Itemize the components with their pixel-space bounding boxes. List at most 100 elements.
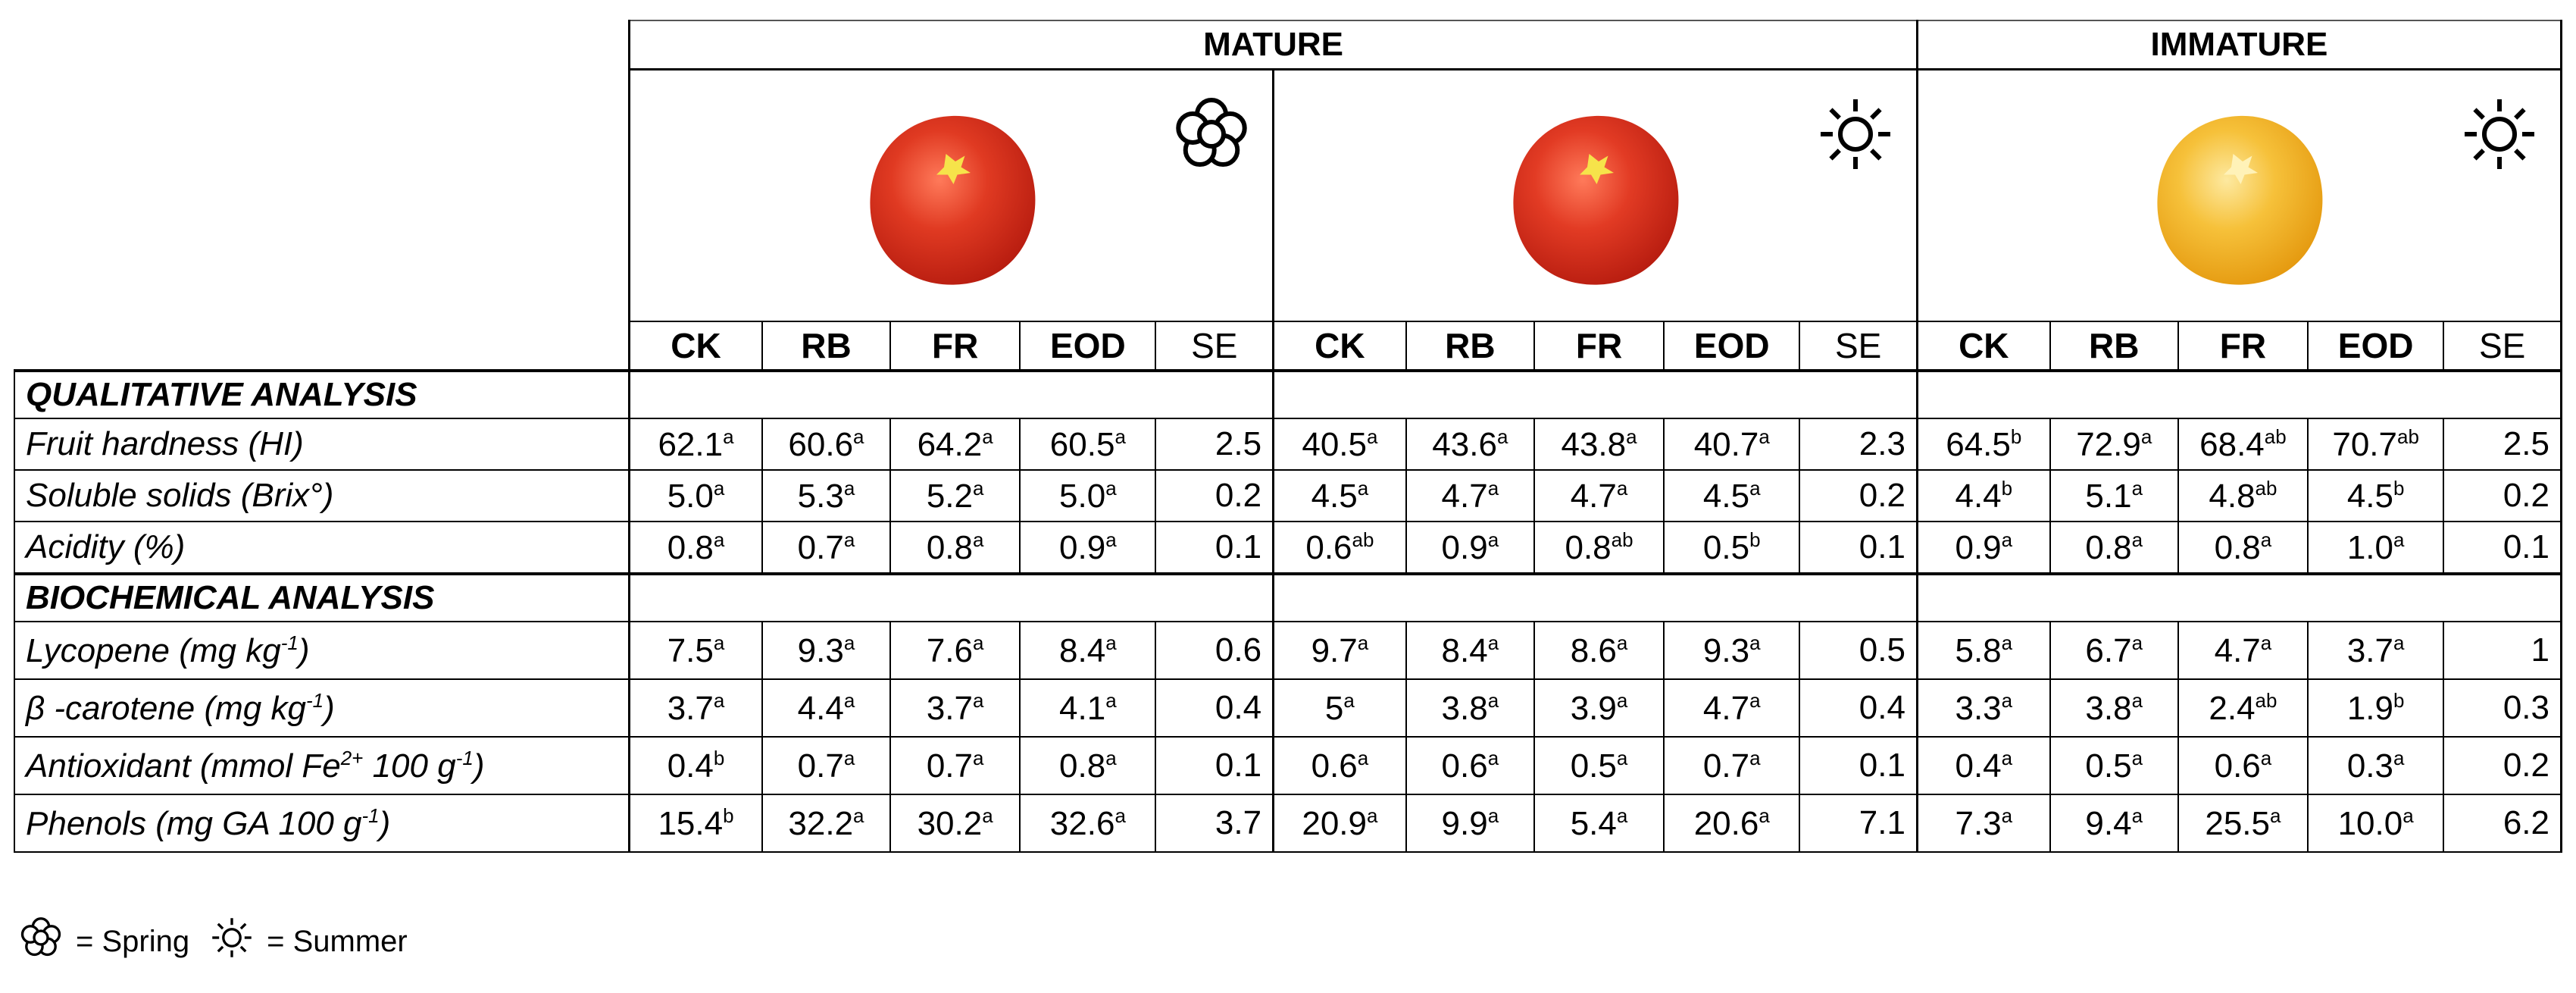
group-image-cell bbox=[1272, 69, 1918, 321]
se-value: 0.4 bbox=[1155, 678, 1275, 738]
value-cell: 64.2a bbox=[889, 418, 1021, 471]
value-cell: 7.3a bbox=[1915, 794, 2051, 853]
value-cell: 3.7a bbox=[628, 678, 763, 738]
significance-letter: ab bbox=[2255, 476, 2277, 500]
table-row: Soluble solids (Brix°) 5.0a 5.3a 5.2a 5.0a 0.… bbox=[14, 469, 2563, 522]
value-cell: 5.2a bbox=[889, 469, 1021, 522]
row-label: Antioxidant (mmol Fe2+ 100 g-1) bbox=[14, 736, 630, 795]
image-row bbox=[14, 69, 2563, 322]
value-cell: 4.7a bbox=[1405, 469, 1535, 522]
season-icon-wrap bbox=[1174, 96, 1249, 176]
row-label: Acidity (%) bbox=[14, 521, 630, 575]
significance-letter: a bbox=[2001, 631, 2013, 654]
significance-letter: a bbox=[843, 476, 855, 500]
value-cell: 0.8a bbox=[2177, 521, 2309, 575]
significance-letter: a bbox=[1357, 746, 1369, 769]
significance-letter: a bbox=[1749, 631, 1761, 654]
row-label: Lycopene (mg kg-1) bbox=[14, 621, 630, 680]
significance-letter: a bbox=[1487, 746, 1499, 769]
se-value: 0.1 bbox=[1155, 521, 1275, 575]
significance-letter: a bbox=[1487, 688, 1499, 712]
significance-letter: a bbox=[713, 688, 725, 712]
se-value: 0.3 bbox=[2443, 678, 2563, 738]
value-cell: 4.5b bbox=[2307, 469, 2445, 522]
value-cell: 5.0a bbox=[628, 469, 763, 522]
table-row: Fruit hardness (HI) 62.1a 60.6a 64.2a 60.5a 2… bbox=[14, 418, 2563, 471]
corner-blank bbox=[14, 70, 630, 322]
se-value: 0.1 bbox=[1155, 736, 1275, 795]
significance-letter: a bbox=[1114, 803, 1126, 827]
value-cell: 1.9b bbox=[2307, 678, 2445, 738]
column-header-ck: CK bbox=[628, 321, 763, 371]
value-cell: 4.5a bbox=[1272, 469, 1407, 522]
significance-letter: a bbox=[1366, 424, 1378, 448]
value-cell: 4.8ab bbox=[2177, 469, 2309, 522]
corner-blank bbox=[14, 321, 630, 371]
significance-letter: b bbox=[723, 803, 734, 827]
significance-letter: a bbox=[2131, 746, 2143, 769]
significance-letter: a bbox=[1487, 476, 1499, 500]
value-cell: 8.6a bbox=[1533, 621, 1665, 680]
flower-icon bbox=[20, 917, 61, 957]
value-cell: 15.4b bbox=[628, 794, 763, 853]
significance-letter: a bbox=[1105, 688, 1117, 712]
value-cell: 7.5a bbox=[628, 621, 763, 680]
column-header-ck: CK bbox=[1272, 321, 1407, 371]
value-cell: 0.7a bbox=[889, 736, 1021, 795]
flower-icon bbox=[1176, 98, 1247, 168]
table-row: β -carotene (mg kg-1) 3.7a 4.4a 3.7a 4.1a 0.4… bbox=[14, 678, 2563, 738]
table-body: MATURE IMMATURE CK RB FR EOD SE CK RB FR EOD SE CK RB… bbox=[14, 20, 2563, 853]
significance-letter: a bbox=[2131, 688, 2143, 712]
value-cell: 0.4a bbox=[1915, 736, 2051, 795]
significance-letter: a bbox=[1105, 476, 1117, 500]
se-value: 0.6 bbox=[1155, 621, 1275, 680]
significance-letter: a bbox=[2393, 746, 2405, 769]
significance-letter: a bbox=[1616, 746, 1628, 769]
se-value: 1 bbox=[2443, 621, 2563, 680]
significance-letter: a bbox=[1105, 746, 1117, 769]
season-header-mature: MATURE bbox=[628, 20, 1918, 70]
se-value: 0.1 bbox=[1799, 736, 1918, 795]
section-row: BIOCHEMICAL ANALYSIS bbox=[14, 572, 2563, 622]
value-cell: 0.5b bbox=[1663, 521, 1801, 575]
row-label: Fruit hardness (HI) bbox=[14, 418, 630, 471]
value-cell: 0.8a bbox=[1019, 736, 1157, 795]
column-header-fr: FR bbox=[889, 321, 1021, 371]
column-header-se: SE bbox=[2443, 321, 2563, 371]
se-value: 7.1 bbox=[1799, 794, 1918, 853]
significance-letter: a bbox=[843, 631, 855, 654]
value-cell: 0.9a bbox=[1019, 521, 1157, 575]
significance-letter: a bbox=[1343, 688, 1355, 712]
significance-letter: a bbox=[1616, 476, 1628, 500]
significance-letter: a bbox=[843, 746, 855, 769]
value-cell: 5a bbox=[1272, 678, 1407, 738]
value-cell: 0.8a bbox=[628, 521, 763, 575]
value-cell: 68.4ab bbox=[2177, 418, 2309, 471]
significance-letter: b bbox=[2393, 476, 2405, 500]
immature-tomato-image bbox=[2157, 115, 2323, 285]
significance-letter: a bbox=[972, 746, 984, 769]
significance-letter: a bbox=[1758, 424, 1770, 448]
value-cell: 25.5a bbox=[2177, 794, 2309, 853]
legend-icon-wrap bbox=[211, 916, 253, 966]
value-cell: 60.6a bbox=[761, 418, 892, 471]
value-cell: 2.4ab bbox=[2177, 678, 2309, 738]
value-cell: 72.9a bbox=[2049, 418, 2179, 471]
significance-letter: a bbox=[1616, 803, 1628, 827]
value-cell: 32.2a bbox=[761, 794, 892, 853]
value-cell: 4.1a bbox=[1019, 678, 1157, 738]
significance-letter: a bbox=[843, 688, 855, 712]
significance-letter: a bbox=[972, 631, 984, 654]
se-value: 0.2 bbox=[1799, 469, 1918, 522]
value-cell: 9.3a bbox=[761, 621, 892, 680]
value-cell: 9.7a bbox=[1272, 621, 1407, 680]
value-cell: 6.7a bbox=[2049, 621, 2179, 680]
value-cell: 0.8a bbox=[2049, 521, 2179, 575]
significance-letter: a bbox=[2260, 746, 2272, 769]
corner-blank bbox=[14, 20, 630, 70]
section-blank bbox=[1915, 369, 2563, 419]
value-cell: 20.6a bbox=[1663, 794, 1801, 853]
value-cell: 10.0a bbox=[2307, 794, 2445, 853]
value-cell: 20.9a bbox=[1272, 794, 1407, 853]
se-value: 0.5 bbox=[1799, 621, 1918, 680]
